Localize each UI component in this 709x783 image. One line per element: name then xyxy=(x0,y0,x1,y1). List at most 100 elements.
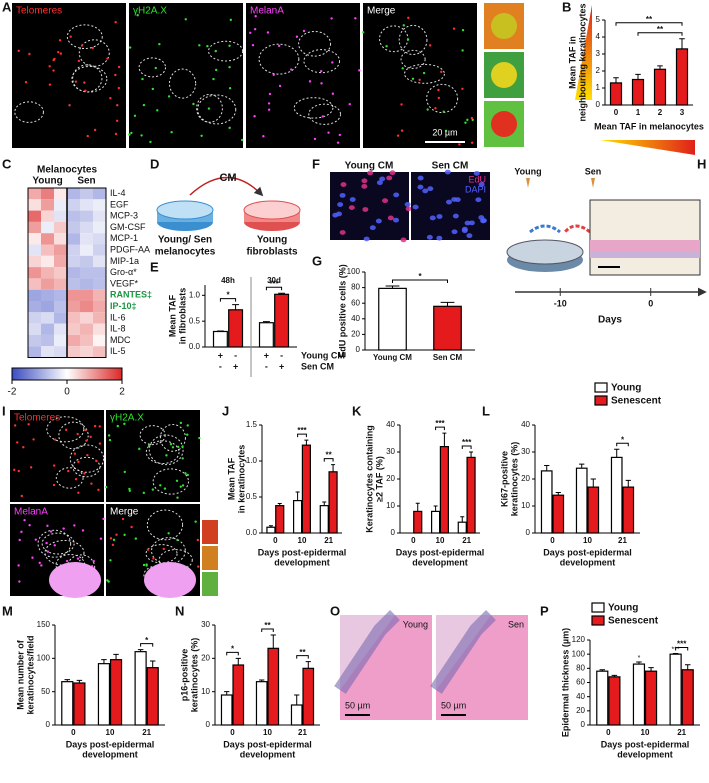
x-axis-label: development xyxy=(82,749,138,759)
x-tick-label: 0 xyxy=(411,536,416,545)
bar xyxy=(596,670,609,726)
heatmap-cell xyxy=(80,289,93,301)
significance-bracket xyxy=(261,628,274,632)
signal-dot xyxy=(426,108,429,111)
x-tick-label: 2 xyxy=(658,108,663,117)
channel-label: γH2A.X xyxy=(133,6,167,17)
bar xyxy=(293,500,303,534)
signal-dot xyxy=(228,86,232,90)
signal-dot xyxy=(175,479,179,483)
signal-dot xyxy=(98,425,101,428)
signal-dot xyxy=(179,485,182,488)
signal-dot xyxy=(458,143,461,146)
heatmap-cell xyxy=(54,346,67,358)
signal-dot xyxy=(181,445,184,448)
cell-outline xyxy=(196,93,223,123)
row-label: GM-CSF xyxy=(110,222,146,232)
y-tick-label: 1.0 xyxy=(189,290,201,299)
error-bar xyxy=(262,321,270,323)
x-tick-label: 1 xyxy=(636,108,641,117)
signal-dot xyxy=(28,524,31,527)
y-axis-label: EdU positive cells (%) xyxy=(337,264,347,358)
heatmap-cell xyxy=(80,221,93,234)
signal-dot xyxy=(130,525,133,529)
heatmap-cell xyxy=(54,188,67,200)
signal-dot xyxy=(442,110,445,113)
signal-dot xyxy=(84,89,87,92)
heatmap-cell xyxy=(41,289,54,301)
signal-dot xyxy=(13,424,17,427)
x-tick-label: 21 xyxy=(462,536,471,545)
error-bar xyxy=(331,464,336,472)
signal-dot xyxy=(52,58,55,62)
signal-dot xyxy=(407,16,410,20)
y-tick-label: 40 xyxy=(521,420,530,429)
y-tick-label: 30 xyxy=(521,447,530,456)
signal-dot xyxy=(253,115,256,118)
y-axis-label: in fibroblasts xyxy=(177,288,187,345)
y-tick-label: 0.5 xyxy=(189,316,201,325)
x-axis-label: Days post-epidermal xyxy=(396,547,485,557)
signal-dot xyxy=(69,35,72,38)
cell-outline xyxy=(398,24,428,55)
zoom-inset-spot xyxy=(491,62,517,88)
heatmap-title: Melanocytes xyxy=(37,165,97,176)
heatmap-cell xyxy=(80,346,93,358)
panel-letter: M xyxy=(2,603,13,618)
signal-dot xyxy=(147,444,151,447)
heatmap-cell xyxy=(54,334,67,347)
microscopy-image xyxy=(363,3,477,148)
signal-dot xyxy=(49,530,53,533)
nucleus xyxy=(339,192,346,198)
significance-label: ** xyxy=(657,25,664,34)
nucleus xyxy=(392,217,399,223)
signal-dot xyxy=(136,14,139,17)
signal-dot xyxy=(156,109,159,112)
y-tick-label: 100 xyxy=(572,649,586,658)
significance-label: ** xyxy=(326,451,333,460)
signal-dot xyxy=(400,129,404,132)
signal-dot xyxy=(470,116,474,120)
cell-outline xyxy=(151,537,186,565)
signal-dot xyxy=(106,579,109,582)
bar xyxy=(134,651,147,726)
significance-label: * xyxy=(621,435,625,444)
bar xyxy=(669,653,682,726)
heatmap-cell xyxy=(93,301,106,313)
cell-outline xyxy=(78,39,110,67)
significance-bracket xyxy=(219,298,237,302)
x-tick-label: 0 xyxy=(606,728,611,737)
dish-illustration xyxy=(156,176,301,231)
signal-dot xyxy=(81,529,85,532)
x-tick-label: 10 xyxy=(583,536,592,545)
signal-dot xyxy=(28,52,31,56)
panel-letter: J xyxy=(222,403,229,418)
nucleus xyxy=(436,214,443,219)
legend-swatch xyxy=(594,395,608,406)
signal-dot xyxy=(151,87,155,91)
signal-dot xyxy=(184,18,187,21)
significance-bracket xyxy=(637,32,683,36)
heatmap-cell xyxy=(93,188,106,200)
signal-dot xyxy=(290,68,293,71)
heatmap-cell xyxy=(67,210,80,222)
signal-dot xyxy=(206,44,209,48)
signal-dot xyxy=(268,92,272,96)
signal-dot xyxy=(176,538,179,542)
signal-dot xyxy=(159,484,162,487)
error-bar xyxy=(64,679,71,682)
signal-dot xyxy=(18,580,21,583)
signal-dot xyxy=(152,557,155,560)
cell-outline xyxy=(152,468,189,495)
significance-label: *** xyxy=(269,279,279,288)
heatmap-cell xyxy=(28,233,41,245)
signal-dot xyxy=(167,95,171,98)
signal-dot xyxy=(115,533,118,536)
zoom-inset-spot xyxy=(491,111,517,137)
signal-dot xyxy=(163,487,167,490)
signal-dot xyxy=(52,69,55,72)
signal-dot xyxy=(194,520,197,523)
cell-outline xyxy=(145,544,178,564)
heatmap-cell xyxy=(28,346,41,358)
signal-dot xyxy=(461,28,465,32)
